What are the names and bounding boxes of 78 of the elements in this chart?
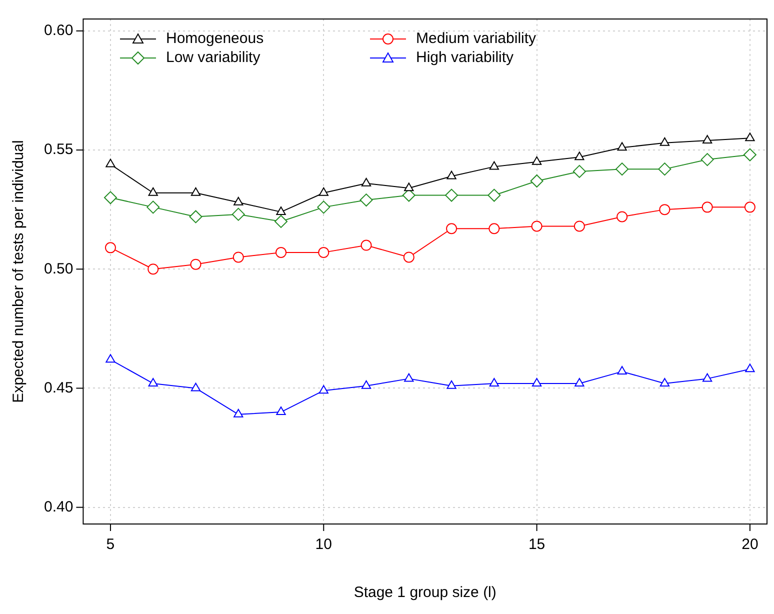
point [403,252,414,263]
point [106,354,116,363]
point [106,158,116,168]
point [532,156,542,165]
point [360,194,373,207]
point [148,264,159,275]
point [744,202,756,213]
point [189,210,202,224]
legend-label: High variability [416,49,514,66]
point [190,187,201,196]
point [660,378,670,386]
point [574,220,585,232]
point [702,134,712,144]
y-tick-label: 0.40 [44,498,74,516]
point [658,162,672,176]
legend-label: Medium variability [416,30,536,47]
point [234,196,244,206]
point [318,187,328,196]
point [489,378,499,386]
point [445,188,458,202]
point [276,246,287,258]
point [617,142,627,151]
point [745,364,755,372]
x-tick-label: 10 [315,536,332,554]
x-tick-label: 5 [106,536,115,554]
point [148,187,158,196]
x-axis-title: Stage 1 group size (l) [354,584,496,602]
point [616,162,629,176]
point [617,366,627,375]
point [659,204,670,216]
point [232,208,245,221]
point [702,202,713,213]
point [446,380,456,389]
point [660,137,670,146]
point [488,188,501,202]
point [446,170,456,180]
point [104,242,116,254]
point [574,152,584,160]
point [574,378,584,386]
point [446,223,458,234]
point [318,246,330,258]
point [572,164,586,178]
point [276,206,286,215]
point [361,178,372,186]
point [276,406,286,416]
point [530,174,544,188]
point [489,161,499,170]
point [702,373,712,382]
point [317,200,330,214]
point [190,382,201,392]
y-tick-label: 0.50 [44,260,74,278]
point [616,211,628,222]
point [232,252,244,263]
point [318,385,328,394]
y-tick-label: 0.55 [44,141,74,158]
point [404,373,414,382]
point [360,240,372,251]
point [404,182,414,192]
point [148,378,158,386]
point [146,200,160,214]
point [488,223,500,234]
point [700,153,714,166]
legend-label: Low variability [166,49,260,66]
legend-label: Homogeneous [166,30,264,47]
point [532,378,542,386]
y-tick-label: 0.45 [44,379,74,396]
point [361,380,372,389]
point [274,214,288,228]
y-tick-label: 0.60 [44,22,74,40]
x-tick-label: 15 [528,536,546,554]
point [190,258,202,270]
x-tick-label: 20 [742,536,758,554]
point [234,408,244,418]
point [531,220,542,232]
point [743,148,756,162]
point [104,191,117,204]
y-axis-title: Expected number of tests per individual [10,140,28,403]
point [745,132,755,142]
